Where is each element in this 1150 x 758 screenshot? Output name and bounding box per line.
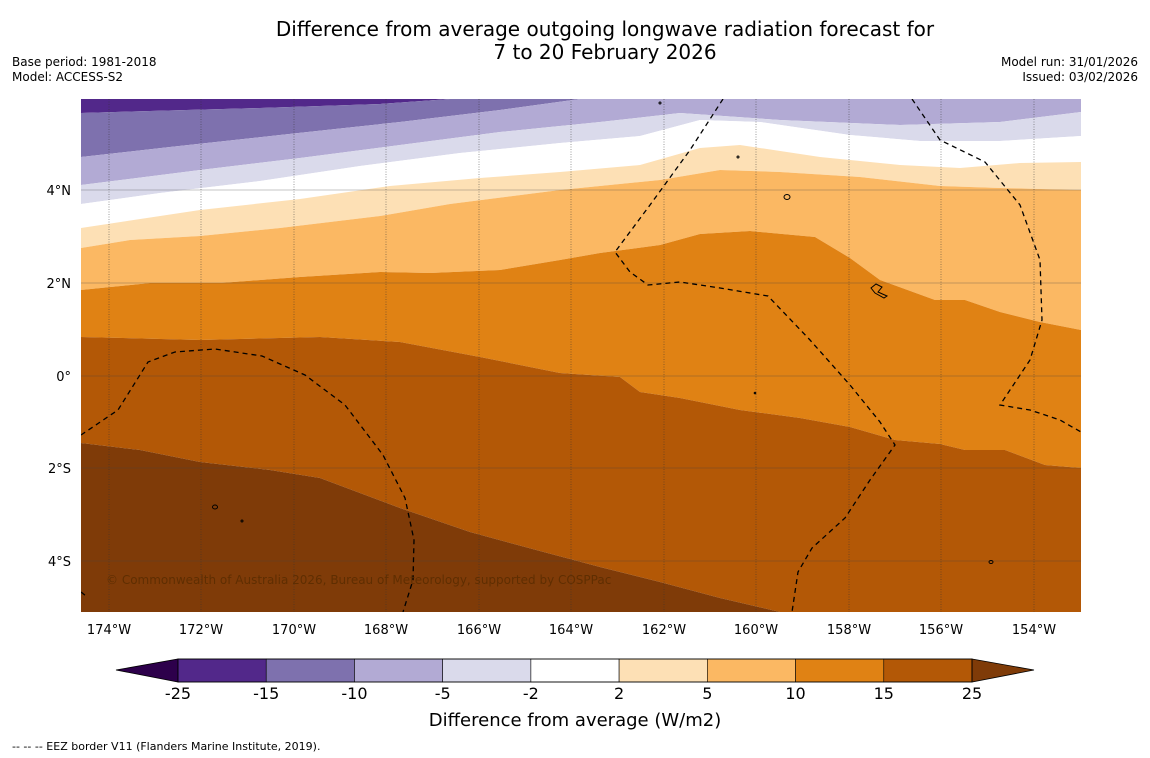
band-orange xyxy=(81,231,1081,468)
island-e xyxy=(988,560,994,564)
colorbar-tick-label: 25 xyxy=(962,684,982,703)
colorbar-tick-label: -25 xyxy=(165,684,191,703)
colorbar-title: Difference from average (W/m2) xyxy=(429,710,721,731)
island-h xyxy=(753,391,757,395)
eez-border-east xyxy=(911,99,1081,433)
colorbar: -25 -15 -10 -5 -2 2 5 10 15 25 Difference from av… xyxy=(115,658,1035,731)
colorbar-segments xyxy=(177,658,973,683)
issued-date: Issued: 03/02/2026 xyxy=(1022,70,1138,84)
title-line-1: Difference from average outgoing longwav… xyxy=(275,17,935,41)
colorbar-under-arrow xyxy=(115,658,179,683)
lon-label: 156°W xyxy=(919,623,963,638)
band-light-orange xyxy=(81,170,1081,330)
longitude-gridlines xyxy=(108,99,1035,612)
lon-label: 158°W xyxy=(827,623,871,638)
colorbar-tick-label: -2 xyxy=(523,684,539,703)
eez-border-west xyxy=(81,348,415,612)
colorbar-segment xyxy=(265,658,355,683)
island-g xyxy=(658,101,662,105)
eez-border-southwest xyxy=(81,591,87,597)
band-dark-purple xyxy=(81,80,1081,99)
colorbar-tick-label: 2 xyxy=(614,684,624,703)
colorbar-tick-label: -5 xyxy=(435,684,451,703)
model-name: Model: ACCESS-S2 xyxy=(12,70,124,84)
colorbar-segment xyxy=(354,658,443,683)
band-lavender xyxy=(81,112,1081,204)
colorbar-tick-label: -10 xyxy=(341,684,367,703)
colorbar-segment xyxy=(795,658,885,683)
colorbar-tick-label: 10 xyxy=(785,684,805,703)
lat-label: 2°N xyxy=(47,277,72,292)
lat-label: 0° xyxy=(56,370,71,385)
latitude-labels: 4°N 2°N 0° 2°S 4°S xyxy=(47,184,72,570)
eez-borders xyxy=(81,99,1081,612)
lon-label: 154°W xyxy=(1012,623,1056,638)
colorbar-tick-label: -15 xyxy=(253,684,279,703)
colorbar-segment xyxy=(177,658,267,683)
colorbar-segment xyxy=(883,658,973,683)
lon-label: 168°W xyxy=(364,623,408,638)
meta-right: Model run: 31/01/2026 Issued: 03/02/2026 xyxy=(1001,55,1138,85)
lon-label: 172°W xyxy=(179,623,223,638)
islands xyxy=(212,101,994,564)
colorbar-segment xyxy=(707,658,796,683)
title-line-2: 7 to 20 February 2026 xyxy=(493,40,717,64)
lon-label: 160°W xyxy=(734,623,778,638)
band-dark-orange xyxy=(81,337,1081,612)
colorbar-segment xyxy=(530,658,620,683)
copyright-notice: © Commonwealth of Australia 2026, Bureau… xyxy=(106,573,611,587)
model-run: Model run: 31/01/2026 xyxy=(1000,55,1138,69)
lat-label: 4°N xyxy=(47,184,72,199)
colorbar-over-arrow xyxy=(971,658,1035,683)
lon-label: 174°W xyxy=(87,623,131,638)
band-purple xyxy=(81,99,580,157)
band-peach xyxy=(81,145,1081,248)
lon-label: 164°W xyxy=(549,623,593,638)
colorbar-tick-label: 5 xyxy=(702,684,712,703)
colorbar-tick-label: 15 xyxy=(874,684,894,703)
island-c xyxy=(212,504,218,510)
colorbar-segment xyxy=(618,658,708,683)
lon-label: 170°W xyxy=(272,623,316,638)
colorbar-ticks: -25 -15 -10 -5 -2 2 5 10 15 25 xyxy=(165,684,982,703)
lon-label: 166°W xyxy=(457,623,501,638)
band-purple-medium xyxy=(81,99,450,113)
longitude-labels: 174°W 172°W 170°W 168°W 166°W 164°W 162°… xyxy=(87,623,1056,638)
chart-title: Difference from average outgoing longwav… xyxy=(0,18,1150,64)
lon-label: 162°W xyxy=(642,623,686,638)
island-f xyxy=(736,155,740,159)
island-a xyxy=(783,194,791,200)
footnote-eez: -- -- -- EEZ border V11 (Flanders Marine… xyxy=(12,740,321,753)
lat-label: 4°S xyxy=(48,555,71,570)
colorbar-outline xyxy=(177,658,973,683)
island-d xyxy=(240,519,244,523)
band-light-purple xyxy=(81,99,1081,185)
band-brown xyxy=(81,443,780,612)
meta-left: Base period: 1981-2018 Model: ACCESS-S2 xyxy=(12,55,157,85)
latitude-gridlines xyxy=(81,189,1081,562)
map-area: © Commonwealth of Australia 2026, Bureau… xyxy=(81,80,1081,612)
colorbar-segment xyxy=(442,658,532,683)
lat-label: 2°S xyxy=(48,462,71,477)
base-period: Base period: 1981-2018 xyxy=(12,55,157,69)
island-b xyxy=(870,283,889,299)
band-white xyxy=(81,120,1081,228)
